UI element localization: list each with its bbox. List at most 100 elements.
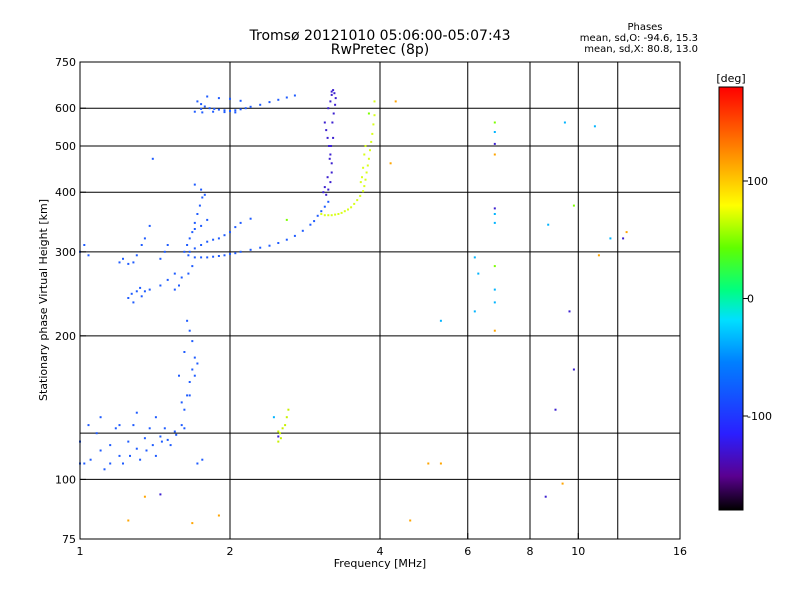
x-tick-label: 4 [377, 545, 384, 558]
data-point [362, 166, 365, 169]
data-point [493, 207, 496, 210]
data-point [109, 462, 112, 465]
data-point [180, 401, 183, 404]
data-point [193, 228, 196, 230]
data-point [201, 111, 204, 114]
data-point [493, 213, 496, 215]
data-point [186, 319, 189, 322]
data-point [87, 254, 90, 257]
colorbar-tick-label: 0 [747, 293, 754, 306]
data-point [279, 437, 282, 440]
data-point [127, 519, 130, 522]
chart-title: Tromsø 20121010 05:06:00-05:07:43 [249, 28, 511, 44]
data-point [340, 211, 343, 214]
data-point [327, 200, 330, 203]
data-point [191, 340, 194, 343]
data-point [103, 468, 106, 471]
data-point [493, 265, 496, 268]
data-point [568, 310, 571, 313]
data-point [118, 261, 121, 264]
data-point [347, 208, 349, 211]
data-point [323, 214, 326, 217]
data-point [323, 186, 326, 189]
y-tick-label: 600 [55, 102, 76, 115]
data-point [361, 176, 363, 179]
x-tick-label: 2 [227, 545, 234, 558]
data-point [143, 290, 146, 293]
data-point [268, 244, 271, 247]
data-point [325, 193, 328, 196]
data-point [135, 290, 138, 293]
data-point [223, 109, 226, 112]
data-point [212, 255, 215, 258]
data-point [203, 105, 206, 108]
data-point [166, 244, 169, 246]
data-point [234, 111, 237, 114]
data-point [178, 374, 180, 377]
data-point [191, 265, 194, 268]
data-point [200, 224, 203, 227]
data-point [130, 292, 133, 295]
data-point [334, 213, 337, 216]
data-point [180, 424, 183, 427]
data-point [127, 297, 130, 299]
data-point [473, 256, 476, 259]
data-point [277, 435, 280, 438]
data-point [223, 254, 226, 257]
data-point [439, 319, 442, 322]
data-point [277, 430, 280, 433]
data-point [239, 250, 242, 253]
y-tick-label: 300 [55, 246, 76, 259]
data-point [188, 237, 191, 240]
data-point [259, 246, 262, 249]
data-point [154, 454, 157, 457]
data-point [83, 462, 86, 465]
data-point [169, 444, 172, 447]
data-point [196, 462, 199, 465]
data-point [200, 256, 203, 259]
data-point [561, 482, 564, 485]
data-point [353, 202, 356, 205]
data-point [277, 440, 280, 443]
colorbar-label: [deg] [716, 72, 745, 85]
data-point [193, 221, 196, 224]
data-point [285, 96, 288, 99]
data-point [329, 153, 332, 156]
data-point [293, 234, 296, 237]
data-point [193, 356, 196, 359]
data-point [325, 129, 328, 132]
data-point [140, 244, 143, 246]
data-point [188, 329, 191, 332]
colorbar-tick-label: 100 [747, 175, 768, 188]
data-point [193, 110, 196, 113]
data-point [323, 205, 326, 208]
data-point [193, 247, 196, 250]
data-point [493, 288, 496, 291]
data-point [493, 121, 496, 124]
data-point [206, 95, 209, 98]
data-point [329, 100, 332, 103]
chart-subtitle: RwPretec (8p) [331, 42, 429, 58]
data-point [187, 272, 190, 275]
data-point [122, 462, 124, 465]
data-point [593, 125, 596, 128]
data-point [229, 231, 231, 234]
data-point [188, 394, 191, 397]
data-point [326, 136, 329, 139]
data-point [373, 114, 376, 117]
data-point [183, 250, 186, 253]
data-point [369, 149, 371, 152]
data-point [244, 107, 247, 110]
data-point [330, 93, 333, 96]
data-point [135, 254, 138, 257]
data-point [188, 381, 191, 383]
data-point [129, 454, 131, 457]
data-point [118, 424, 121, 427]
data-point [367, 112, 370, 115]
data-point [173, 272, 176, 275]
data-point [191, 522, 194, 525]
data-point [191, 231, 194, 234]
data-point [364, 145, 367, 147]
data-point [249, 217, 252, 220]
